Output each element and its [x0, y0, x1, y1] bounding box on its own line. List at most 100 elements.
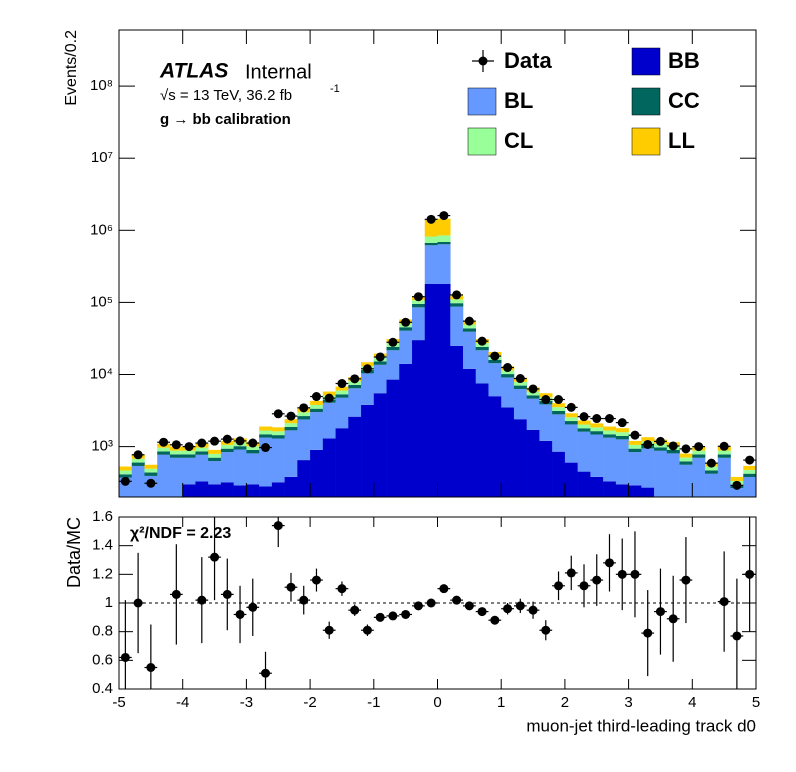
data-point [261, 443, 271, 453]
ratio-point [592, 575, 602, 585]
stack-segment [412, 307, 426, 341]
y-tick-label: 10⁵ [90, 293, 113, 310]
stack-segment [603, 434, 617, 438]
stack-segment [348, 416, 362, 497]
stack-segment [641, 448, 655, 488]
stack-segment [195, 451, 209, 455]
ratio-point [643, 628, 653, 638]
ratio-frame [118, 516, 757, 690]
ratio-point [452, 595, 462, 605]
stack-segment [628, 440, 642, 445]
stack-segment [310, 449, 324, 497]
ratio-point [235, 609, 245, 619]
atlas-label: ATLAS [159, 60, 228, 83]
stack-segment [412, 340, 426, 497]
stack-segment [462, 331, 477, 369]
ratio-point [515, 601, 525, 611]
stack-segment [373, 393, 387, 497]
stack-segment [692, 450, 706, 455]
stack-segment [220, 452, 234, 483]
y-tick-label: 10⁴ [90, 365, 113, 382]
data-point [362, 364, 372, 374]
stack-segment [488, 359, 502, 364]
stack-segment [526, 429, 540, 497]
stack-segment [182, 450, 196, 455]
x-tick-label: -1 [367, 694, 380, 711]
data-point [210, 436, 220, 446]
stack-segment [628, 452, 642, 486]
ratio-point [337, 584, 347, 594]
stack-segment [717, 457, 731, 497]
data-point [503, 363, 513, 373]
stack [119, 218, 756, 497]
stack-segment [233, 485, 247, 497]
x-tick-label: -5 [112, 694, 125, 711]
stack-segment [424, 283, 438, 497]
data-point [706, 458, 716, 468]
data-point [490, 351, 500, 361]
stack-segment [679, 461, 693, 465]
data-point [184, 442, 194, 452]
ratio-point [350, 605, 360, 615]
stack-segment [692, 457, 706, 497]
x-tick-label: 1 [497, 694, 505, 711]
stack-segment [564, 417, 578, 422]
stack-segment [361, 373, 375, 405]
stack-segment [577, 431, 591, 472]
ratio-y-tick-label: 0.8 [92, 623, 113, 640]
energy-label: √s = 13 TeV, 36.2 fb [160, 87, 292, 104]
stack-segment [335, 390, 349, 395]
stack-segment [220, 448, 234, 453]
stack-segment [259, 434, 273, 438]
ratio-point [299, 595, 309, 605]
stack-segment [437, 235, 451, 242]
stack-segment [297, 460, 311, 497]
stack-segment [513, 419, 527, 497]
ratio-point [388, 611, 398, 621]
stack-segment [577, 424, 591, 429]
stack-segment [220, 444, 234, 449]
stack-segment [743, 465, 756, 470]
stack-segment [348, 384, 362, 389]
stack-segment [628, 448, 642, 453]
ratio-point [528, 605, 538, 615]
stack-segment [526, 398, 540, 430]
stack-segment [437, 218, 451, 236]
stack-segment [577, 420, 591, 425]
stack-segment [564, 421, 578, 425]
ratio-point [375, 612, 385, 622]
data-point [464, 316, 474, 326]
data-point [630, 430, 640, 440]
ratio-point [655, 607, 665, 617]
data-point [617, 418, 627, 428]
legend-swatch [467, 87, 497, 116]
ratio-point [439, 584, 449, 594]
data-point [477, 336, 487, 346]
energy-exponent: -1 [330, 83, 340, 95]
stack-segment [169, 450, 183, 455]
stack-segment [271, 427, 285, 432]
stack-segment [615, 484, 629, 497]
stack-segment [654, 447, 668, 451]
data-point [286, 411, 296, 421]
stack-segment [348, 388, 362, 417]
stack-segment [679, 457, 693, 462]
stack-segment [386, 379, 400, 497]
stack-segment [666, 450, 680, 454]
stack-segment [603, 426, 617, 431]
stack-segment [297, 416, 311, 420]
process-label: g → bb calibration [160, 111, 291, 128]
data-point [655, 436, 665, 446]
stack-segment [501, 407, 515, 497]
ratio-point [477, 607, 487, 617]
stack-segment [705, 473, 719, 497]
stack-segment [666, 453, 680, 497]
ratio-y-tick-label: 1.6 [92, 508, 113, 525]
stack-segment [590, 476, 604, 497]
stack-segment [488, 363, 502, 397]
data-point [159, 437, 169, 447]
stack-segment [501, 370, 515, 375]
stack-segment [501, 377, 515, 408]
stack-segment [271, 435, 285, 439]
stack-segment [475, 346, 489, 351]
